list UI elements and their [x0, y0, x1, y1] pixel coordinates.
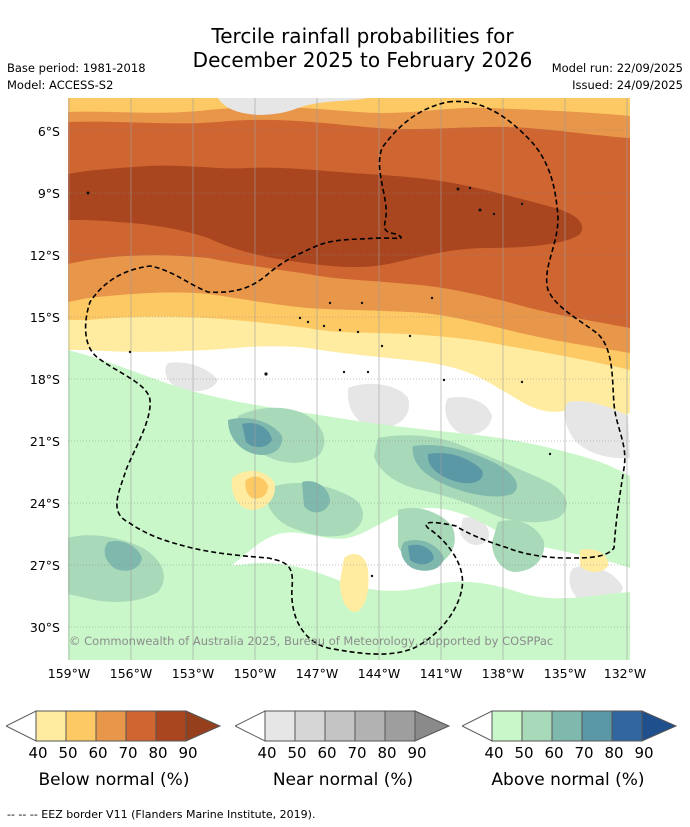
colorbar-swatch: [581, 710, 613, 742]
colorbar-swatch: [95, 710, 127, 742]
near-normal-patch: [165, 362, 218, 392]
colorbar-tick: 90: [634, 744, 654, 762]
colorbar-tick: 40: [257, 744, 277, 762]
eez-border: [84, 100, 626, 655]
lon-label: 150°W: [233, 666, 277, 681]
above-70-region: [408, 544, 434, 565]
title-line-1: Tercile rainfall probabilities for: [211, 24, 514, 48]
colorbar-tick: 50: [514, 744, 534, 762]
colorbar-tick: 60: [544, 744, 564, 762]
lon-label: 144°W: [357, 666, 401, 681]
colorbar-tick: 70: [118, 744, 138, 762]
colorbar-tick: 80: [148, 744, 168, 762]
below-40-pocket: [580, 548, 609, 572]
colorbar-near: [235, 710, 451, 742]
lon-label: 159°W: [47, 666, 91, 681]
near-normal-patch: [348, 383, 409, 428]
above-60-region: [302, 481, 330, 513]
above-60-region: [104, 540, 142, 571]
colorbar-tick: 70: [347, 744, 367, 762]
below-50-pocket: [245, 476, 268, 499]
near-normal-patch: [218, 98, 368, 115]
near-normal-patch: [564, 401, 630, 459]
lon-label: 141°W: [419, 666, 463, 681]
near-normal-patch: [445, 396, 492, 435]
islands: [86, 186, 552, 578]
colorbar-swatch: [551, 710, 583, 742]
colorbar-swatch: [35, 710, 67, 742]
meta-left: Base period: 1981-2018 Model: ACCESS-S2: [7, 60, 146, 94]
colorbar-tick: 60: [317, 744, 337, 762]
colorbar-below: [6, 710, 222, 742]
meta-right: Model run: 22/09/2025 Issued: 24/09/2025: [552, 60, 683, 94]
above-50-region: [492, 520, 545, 572]
colorbar-swatch: [354, 710, 386, 742]
lon-label: 138°W: [481, 666, 525, 681]
issued-date: Issued: 24/09/2025: [572, 78, 683, 92]
eez-footnote: -- -- -- EEZ border V11 (Flanders Marine…: [7, 808, 316, 821]
lon-label: 156°W: [109, 666, 153, 681]
lat-label: 9°S: [37, 186, 60, 201]
below-80-band: [68, 165, 583, 268]
colorbar-swatch: [491, 710, 523, 742]
colorbar-tick: 40: [484, 744, 504, 762]
lat-label: 27°S: [29, 558, 60, 573]
lat-label: 21°S: [29, 434, 60, 449]
lon-label: 147°W: [295, 666, 339, 681]
legend-title-below: Below normal (%): [38, 770, 190, 790]
base-period: Base period: 1981-2018: [7, 61, 146, 75]
copyright-notice: © Commonwealth of Australia 2025, Bureau…: [69, 634, 554, 648]
colorbar-tick: 50: [287, 744, 307, 762]
below-40-pocket: [340, 554, 369, 612]
colorbar-swatch: [611, 710, 643, 742]
lat-label: 24°S: [29, 496, 60, 511]
colorbar-swatch: [125, 710, 157, 742]
lat-label: 18°S: [29, 372, 60, 387]
lat-label: 15°S: [29, 310, 60, 325]
above-70-region: [427, 452, 483, 484]
colorbar-swatch: [65, 710, 97, 742]
colorbar-tick: 80: [604, 744, 624, 762]
colorbar-tick: 60: [88, 744, 108, 762]
colorbar-above: [462, 710, 678, 742]
above-70-region: [242, 422, 272, 448]
colorbar-swatch: [324, 710, 356, 742]
lat-label: 30°S: [29, 620, 60, 635]
lat-label: 6°S: [37, 124, 60, 139]
model-name: Model: ACCESS-S2: [7, 78, 114, 92]
lat-label: 12°S: [29, 248, 60, 263]
probability-map: [68, 98, 630, 660]
colorbar-swatch: [384, 710, 416, 742]
colorbar-tick: 90: [407, 744, 427, 762]
map-canvas: [68, 98, 630, 660]
above-40-region: [68, 350, 630, 588]
legend-title-near: Near normal (%): [272, 770, 414, 790]
colorbar-tick: 40: [28, 744, 48, 762]
lon-label: 132°W: [603, 666, 647, 681]
colorbar-tick: 90: [178, 744, 198, 762]
model-run: Model run: 22/09/2025: [551, 61, 683, 75]
title-line-2: December 2025 to February 2026: [192, 48, 533, 72]
lat-gridlines: [68, 129, 630, 628]
chart-title: Tercile rainfall probabilities for Decem…: [0, 24, 690, 72]
colorbar-tick: 80: [377, 744, 397, 762]
lon-gridlines: [68, 98, 628, 660]
colorbar-swatch: [521, 710, 553, 742]
colorbar-swatch: [264, 710, 296, 742]
colorbar-tick: 70: [574, 744, 594, 762]
colorbar-tick: 50: [58, 744, 78, 762]
colorbar-swatch: [155, 710, 187, 742]
legend-title-above: Above normal (%): [491, 770, 645, 790]
colorbar-swatch: [294, 710, 326, 742]
lon-label: 135°W: [543, 666, 587, 681]
lon-label: 153°W: [171, 666, 215, 681]
